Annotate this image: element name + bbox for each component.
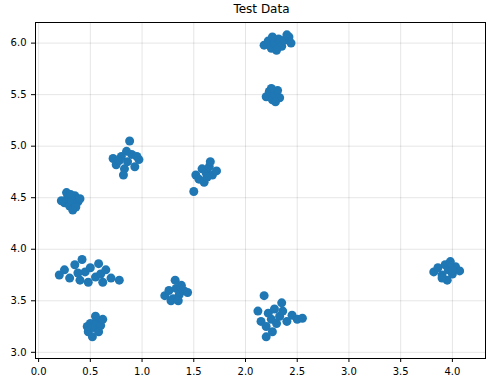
html-text:Test Data: Test Data — [233, 2, 290, 16]
svg-text:4.0: 4.0 — [444, 366, 460, 377]
svg-text:2.5: 2.5 — [289, 366, 305, 377]
svg-text:3.5: 3.5 — [393, 366, 409, 377]
svg-text:4.5: 4.5 — [11, 192, 27, 203]
svg-text:6.0: 6.0 — [11, 37, 27, 48]
svg-text:5.0: 5.0 — [11, 140, 27, 151]
svg-text:4.0: 4.0 — [11, 243, 27, 254]
svg-text:0.0: 0.0 — [31, 366, 47, 377]
svg-text:0.5: 0.5 — [82, 366, 98, 377]
svg-text:3.0: 3.0 — [341, 366, 357, 377]
svg-text:3.0: 3.0 — [11, 347, 27, 358]
svg-text:1.5: 1.5 — [186, 366, 202, 377]
svg-text:1.0: 1.0 — [134, 366, 150, 377]
svg-text:2.0: 2.0 — [238, 366, 254, 377]
svg-text:5.5: 5.5 — [11, 89, 27, 100]
svg-text:3.5: 3.5 — [11, 295, 27, 306]
